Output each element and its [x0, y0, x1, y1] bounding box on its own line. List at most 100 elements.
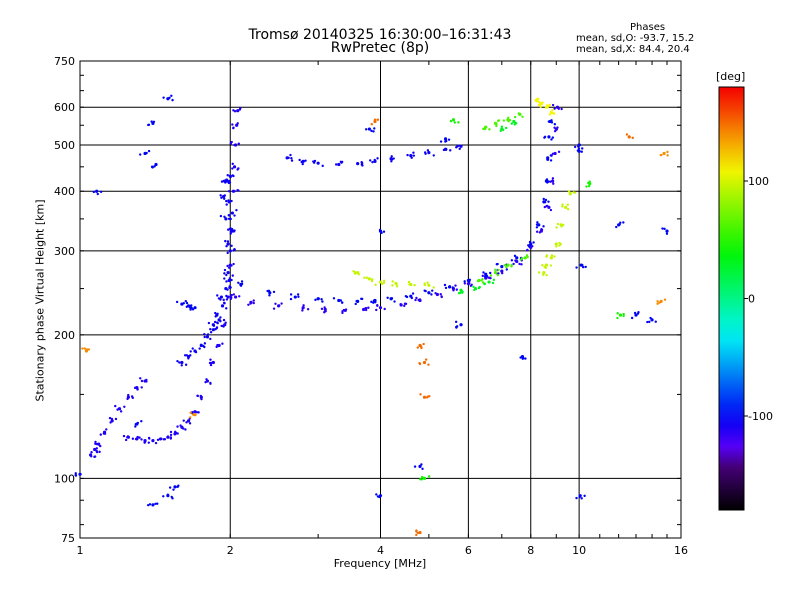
data-point	[547, 200, 550, 203]
data-point	[580, 150, 583, 153]
data-point	[140, 379, 144, 383]
data-point	[660, 153, 663, 157]
data-point	[92, 190, 96, 194]
data-point	[504, 126, 508, 130]
data-point	[177, 484, 180, 487]
data-point	[422, 395, 427, 399]
data-point	[546, 158, 549, 161]
data-point	[616, 316, 619, 320]
data-point	[133, 386, 137, 390]
data-point	[584, 265, 587, 269]
data-point	[434, 292, 437, 295]
data-point	[202, 344, 205, 348]
data-point	[519, 356, 522, 359]
data-point	[230, 264, 233, 267]
data-point	[666, 150, 669, 154]
data-point	[559, 243, 562, 246]
data-point	[422, 342, 425, 346]
data-point	[297, 295, 300, 298]
data-point	[231, 167, 234, 170]
data-point	[427, 363, 430, 366]
data-point	[227, 278, 231, 283]
data-point	[363, 276, 366, 280]
data-point	[147, 441, 150, 444]
data-point	[374, 283, 377, 287]
y-tick-label: 300	[54, 245, 75, 258]
data-point	[467, 279, 471, 282]
data-point	[199, 394, 202, 398]
data-point	[531, 244, 534, 248]
data-point	[541, 101, 544, 104]
data-point	[171, 497, 174, 500]
data-point	[412, 154, 416, 157]
data-point	[472, 285, 475, 288]
data-point	[616, 312, 619, 315]
data-point	[415, 296, 418, 300]
data-point	[495, 124, 498, 128]
data-point	[230, 296, 233, 299]
data-point	[418, 465, 421, 468]
data-point	[390, 297, 394, 300]
data-point	[175, 300, 179, 304]
data-point	[154, 502, 157, 505]
data-point	[484, 272, 488, 276]
data-point	[444, 286, 448, 290]
data-point	[151, 503, 155, 507]
data-point	[382, 279, 386, 283]
data-point	[379, 230, 383, 234]
data-point	[561, 203, 564, 206]
data-point	[514, 259, 517, 262]
data-point	[184, 363, 188, 366]
data-point	[421, 467, 424, 471]
data-point	[636, 312, 640, 315]
data-point	[211, 328, 215, 332]
data-point	[442, 148, 446, 152]
data-point	[391, 284, 394, 287]
data-point	[382, 230, 386, 233]
data-point	[219, 295, 224, 299]
data-point	[136, 387, 139, 391]
x-tick-label: 1	[77, 544, 84, 557]
data-point	[233, 214, 236, 217]
data-point	[188, 422, 192, 425]
data-point	[499, 129, 502, 133]
colorbar-tick-label: -100	[748, 410, 773, 423]
data-point	[622, 221, 625, 224]
data-point	[665, 232, 669, 235]
data-point	[238, 108, 242, 111]
data-point	[222, 298, 225, 302]
data-point	[134, 423, 138, 426]
data-point	[376, 118, 380, 121]
data-point	[99, 433, 102, 436]
data-point	[212, 324, 216, 328]
data-point	[556, 222, 560, 226]
data-point	[223, 215, 226, 218]
data-point	[213, 320, 217, 324]
data-point	[473, 288, 476, 292]
data-point	[503, 264, 506, 267]
data-point	[199, 343, 203, 346]
data-point	[93, 455, 97, 458]
data-point	[194, 350, 198, 354]
data-point	[515, 256, 519, 260]
data-point	[180, 360, 184, 365]
data-point	[560, 225, 563, 228]
data-point	[552, 182, 555, 185]
data-point	[362, 307, 366, 312]
data-point	[225, 199, 228, 203]
data-point	[189, 411, 192, 414]
data-point	[204, 380, 207, 384]
data-point	[542, 273, 545, 277]
data-point	[453, 121, 457, 124]
data-point	[544, 263, 549, 267]
data-point	[221, 304, 225, 308]
data-point	[102, 432, 106, 435]
data-point	[200, 397, 203, 401]
data-point	[665, 229, 668, 232]
data-point	[449, 119, 453, 123]
data-point	[575, 496, 578, 500]
chart-title-line-2: RwPretec (8p)	[330, 40, 430, 56]
data-point	[98, 450, 101, 454]
data-point	[444, 140, 447, 143]
data-point	[227, 199, 230, 202]
